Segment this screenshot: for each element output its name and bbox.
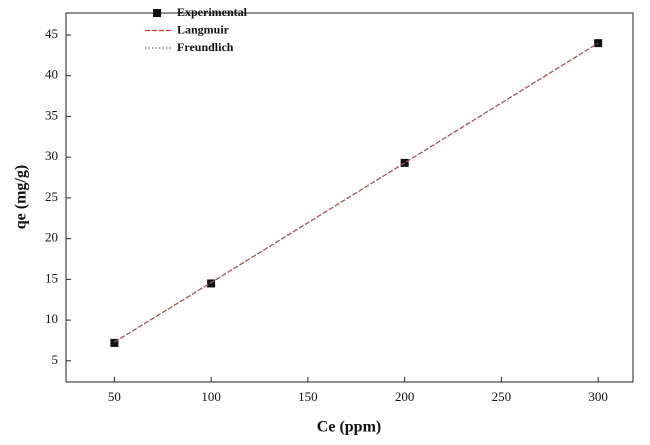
legend-label: Freundlich <box>177 40 234 54</box>
x-tick-label: 300 <box>588 389 608 404</box>
x-tick-label: 200 <box>395 389 415 404</box>
data-point <box>207 279 216 288</box>
y-tick-label: 10 <box>45 311 58 326</box>
x-tick-label: 150 <box>298 389 318 404</box>
data-point <box>110 338 119 347</box>
legend-label: Experimental <box>177 5 248 19</box>
y-tick-label: 30 <box>45 148 58 163</box>
x-tick-label: 250 <box>492 389 512 404</box>
x-axis-label: Ce (ppm) <box>317 419 381 436</box>
y-tick-label: 45 <box>45 26 58 41</box>
y-tick-label: 25 <box>45 189 58 204</box>
x-tick-label: 50 <box>108 389 121 404</box>
y-tick-label: 15 <box>45 270 58 285</box>
y-axis-label: qe (mg/g) <box>13 165 30 229</box>
data-point <box>400 158 409 167</box>
y-tick-label: 20 <box>45 230 58 245</box>
y-tick-label: 40 <box>45 67 58 82</box>
legend-label: Langmuir <box>177 22 230 36</box>
y-tick-label: 5 <box>52 352 59 367</box>
fit-line <box>114 42 599 343</box>
y-tick-label: 35 <box>45 107 58 122</box>
x-tick-label: 100 <box>201 389 221 404</box>
legend-marker <box>153 9 161 17</box>
